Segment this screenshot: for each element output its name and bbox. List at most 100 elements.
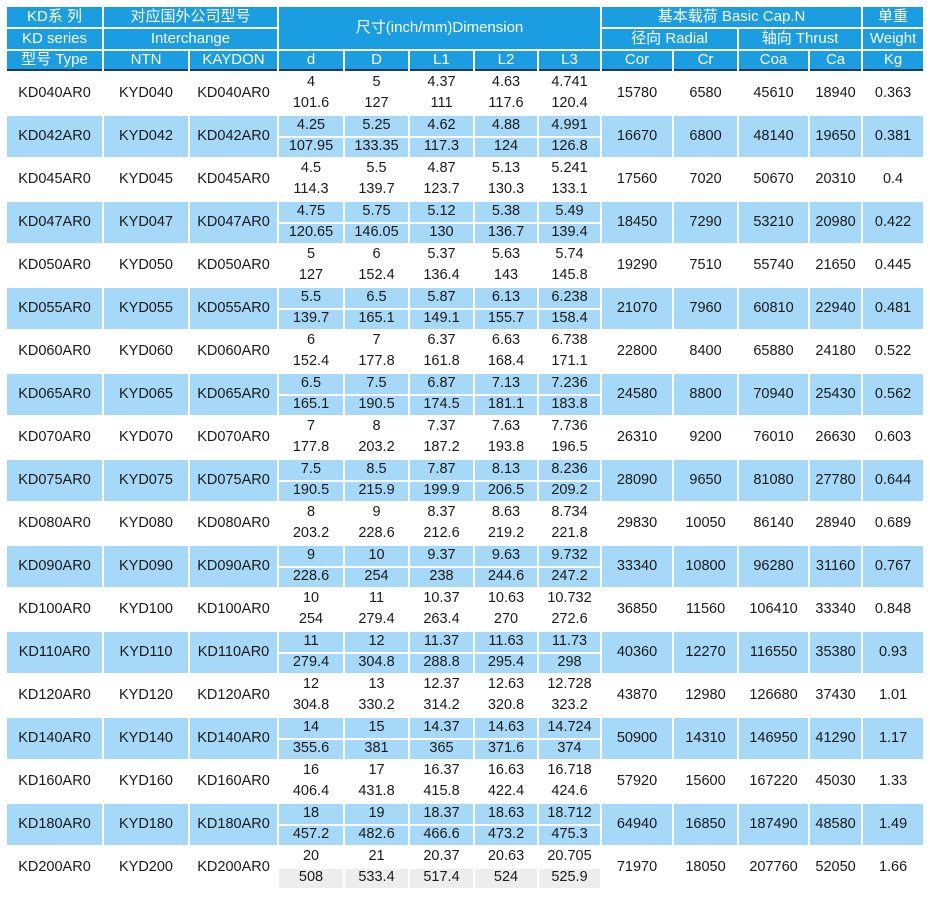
- cr-cell: 8400: [674, 331, 738, 372]
- dim-inch-cell: 14.63: [475, 718, 538, 738]
- table-row: KD120AR0 KYD120 KD120AR0 12 13 12.37 12.63 12.7…: [7, 675, 924, 716]
- dim-mm-cell: 168.4: [475, 352, 538, 372]
- dim-inch-cell: 5.38: [475, 202, 538, 222]
- table-header: KD系 列 对应国外公司型号 尺寸(inch/mm)Dimension 基本载荷…: [7, 7, 924, 71]
- table-row-mm: 279.4 304.8 288.8 295.4 298: [7, 653, 923, 673]
- dim-mm-cell: 365: [410, 739, 474, 759]
- dim-mm-cell: 254: [345, 567, 409, 587]
- table-row: KD060AR0 KYD060 KD060AR0 6 7 6.37 6.63 6.738 228…: [7, 331, 924, 372]
- dim-mm-cell: 127: [279, 266, 344, 286]
- dim-inch-cell: 5: [345, 73, 409, 93]
- ntn-cell: KYD140: [104, 718, 188, 759]
- dim-inch-cell: 14.724: [539, 718, 601, 738]
- kaydon-cell: KD120AR0: [190, 675, 278, 716]
- dim-mm-cell: 424.6: [539, 782, 601, 802]
- coa-cell: 81080: [739, 460, 809, 501]
- header-dim-L2: L2: [475, 51, 538, 71]
- dim-inch-cell: 4.741: [539, 73, 601, 93]
- kg-cell: 0.4: [863, 159, 924, 200]
- coa-cell: 86140: [739, 503, 809, 544]
- dim-inch-cell: 4.5: [279, 159, 344, 179]
- cr-cell: 10800: [674, 546, 738, 587]
- dim-inch-cell: 7.87: [410, 460, 474, 480]
- dim-mm-cell: 206.5: [475, 481, 538, 501]
- kg-cell: 0.644: [863, 460, 924, 501]
- dim-mm-cell: 130: [410, 223, 474, 243]
- cor-cell: 40360: [602, 632, 673, 673]
- cor-cell: 57920: [602, 761, 673, 802]
- kg-cell: 0.848: [863, 589, 924, 630]
- dim-inch-cell: 8.37: [410, 503, 474, 523]
- dim-mm-cell: 145.8: [539, 266, 601, 286]
- ntn-cell: KYD070: [104, 417, 188, 458]
- dim-mm-cell: 190.5: [279, 481, 344, 501]
- dim-inch-cell: 7.13: [475, 374, 538, 394]
- header-radial: 径向 Radial: [602, 29, 738, 49]
- ca-cell: 21650: [810, 245, 862, 286]
- dim-mm-cell: 270: [475, 610, 538, 630]
- dim-inch-cell: 7: [345, 331, 409, 351]
- coa-cell: 116550: [739, 632, 809, 673]
- kaydon-cell: KD042AR0: [190, 116, 278, 157]
- dim-inch-cell: 6.63: [475, 331, 538, 351]
- dim-mm-cell: 183.8: [539, 395, 601, 415]
- dim-mm-cell: 320.8: [475, 696, 538, 716]
- table-row: KD160AR0 KYD160 KD160AR0 16 17 16.37 16.63 16.7…: [7, 761, 924, 802]
- dim-inch-cell: 8.63: [475, 503, 538, 523]
- dim-mm-cell: 508: [279, 868, 344, 888]
- cor-cell: 64940: [602, 804, 673, 845]
- dim-inch-cell: 11.73: [539, 632, 601, 652]
- dim-inch-cell: 5.74: [539, 245, 601, 265]
- header-dim-D: D: [345, 51, 409, 71]
- table-row-mm: 228.6 254 238 244.6 247.2: [7, 567, 923, 587]
- coa-cell: 187490: [739, 804, 809, 845]
- dim-inch-cell: 16.718: [539, 761, 601, 781]
- ntn-cell: KYD090: [104, 546, 188, 587]
- dim-inch-cell: 4.991: [539, 116, 601, 136]
- dim-mm-cell: 228.6: [279, 567, 344, 587]
- coa-cell: 48140: [739, 116, 809, 157]
- table-row-mm: 406.4 431.8 415.8 422.4 424.6: [7, 782, 923, 802]
- type-cell: KD050AR0: [7, 245, 102, 286]
- coa-cell: 106410: [739, 589, 809, 630]
- dim-inch-cell: 5.87: [410, 288, 474, 308]
- dim-mm-cell: 174.5: [410, 395, 474, 415]
- dim-mm-cell: 124: [475, 137, 538, 157]
- dim-mm-cell: 136.4: [410, 266, 474, 286]
- dim-inch-cell: 5.75: [345, 202, 409, 222]
- dim-inch-cell: 12.37: [410, 675, 474, 695]
- dim-mm-cell: 381: [345, 739, 409, 759]
- dim-inch-cell: 15: [345, 718, 409, 738]
- kaydon-cell: KD110AR0: [190, 632, 278, 673]
- dim-mm-cell: 199.9: [410, 481, 474, 501]
- ca-cell: 27780: [810, 460, 862, 501]
- type-cell: KD160AR0: [7, 761, 102, 802]
- kg-cell: 0.93: [863, 632, 924, 673]
- kg-cell: 0.481: [863, 288, 924, 329]
- kg-cell: 0.689: [863, 503, 924, 544]
- header-basic-capacity: 基本载荷 Basic Cap.N: [602, 7, 862, 27]
- dim-mm-cell: 228.6: [345, 524, 409, 544]
- cr-cell: 7510: [674, 245, 738, 286]
- kg-cell: 1.01: [863, 675, 924, 716]
- type-cell: KD075AR0: [7, 460, 102, 501]
- cr-cell: 11560: [674, 589, 738, 630]
- ntn-cell: KYD075: [104, 460, 188, 501]
- dim-inch-cell: 5.25: [345, 116, 409, 136]
- dim-mm-cell: 524: [475, 868, 538, 888]
- dim-mm-cell: 247.2: [539, 567, 601, 587]
- dim-inch-cell: 10.63: [475, 589, 538, 609]
- dim-mm-cell: 120.65: [279, 223, 344, 243]
- dim-inch-cell: 14: [279, 718, 344, 738]
- table-row-mm: 139.7 165.1 149.1 155.7 158.4: [7, 309, 923, 329]
- header-kd-series-en: KD series: [7, 29, 102, 49]
- dim-mm-cell: 181.1: [475, 395, 538, 415]
- table-row: KD055AR0 KYD055 KD055AR0 5.5 6.5 5.87 6.13 6.23…: [7, 288, 924, 329]
- dim-inch-cell: 12.63: [475, 675, 538, 695]
- ntn-cell: KYD120: [104, 675, 188, 716]
- dim-inch-cell: 11: [345, 589, 409, 609]
- dim-inch-cell: 5.49: [539, 202, 601, 222]
- dim-mm-cell: 114.3: [279, 180, 344, 200]
- dim-mm-cell: 431.8: [345, 782, 409, 802]
- ca-cell: 52050: [810, 847, 862, 888]
